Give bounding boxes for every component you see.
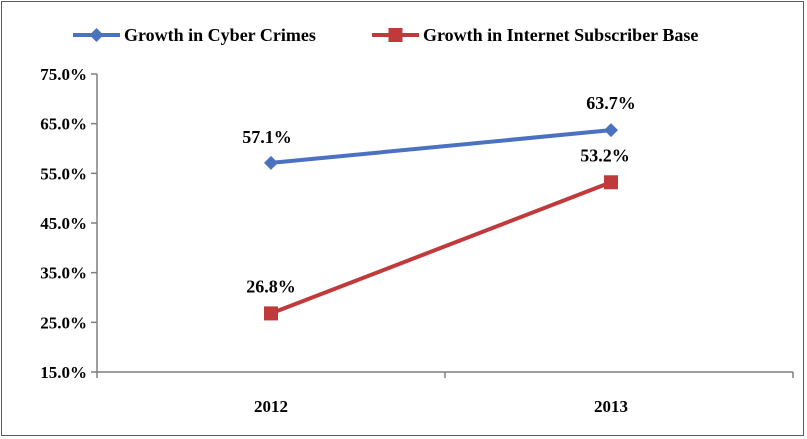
legend-item: Growth in Cyber Crimes — [73, 25, 316, 45]
legend-label: Growth in Internet Subscriber Base — [423, 25, 698, 45]
series-internet-subscriber-base: 26.8% 53.2% — [246, 145, 630, 321]
x-tick-label: 2013 — [594, 397, 628, 416]
data-point-square — [604, 175, 618, 190]
x-tick-label: 2012 — [254, 397, 288, 416]
data-point-diamond — [264, 155, 278, 170]
legend-label: Growth in Cyber Crimes — [124, 25, 316, 45]
data-point-diamond — [604, 123, 618, 138]
axes: 15.0% 25.0% 35.0% 45.0% 55.0% 65.0% 75.0% 2012 2… — [40, 65, 794, 416]
series-line — [270, 180, 612, 316]
y-tick-label: 45.0% — [40, 214, 87, 233]
series-line — [270, 128, 612, 165]
series-layer: 57.1% 63.7% 26.8% 53.2% — [242, 93, 636, 321]
data-point-square — [264, 306, 278, 321]
y-tick-label: 15.0% — [40, 363, 87, 382]
series-cyber-crimes: 57.1% 63.7% — [242, 93, 636, 170]
y-tick-label: 25.0% — [40, 313, 87, 332]
legend-marker-diamond — [89, 28, 104, 42]
y-tick-label: 65.0% — [40, 115, 87, 134]
data-label: 53.2% — [580, 145, 630, 165]
data-label: 26.8% — [246, 276, 296, 296]
data-label: 63.7% — [586, 93, 636, 113]
y-tick-label: 75.0% — [40, 65, 87, 84]
legend-marker-square — [388, 28, 403, 42]
y-tick-label: 35.0% — [40, 264, 87, 283]
legend-item: Growth in Internet Subscriber Base — [372, 25, 698, 45]
legend: Growth in Cyber Crimes Growth in Internet… — [73, 25, 698, 45]
y-tick-label: 55.0% — [40, 164, 87, 183]
data-label: 57.1% — [242, 127, 292, 147]
